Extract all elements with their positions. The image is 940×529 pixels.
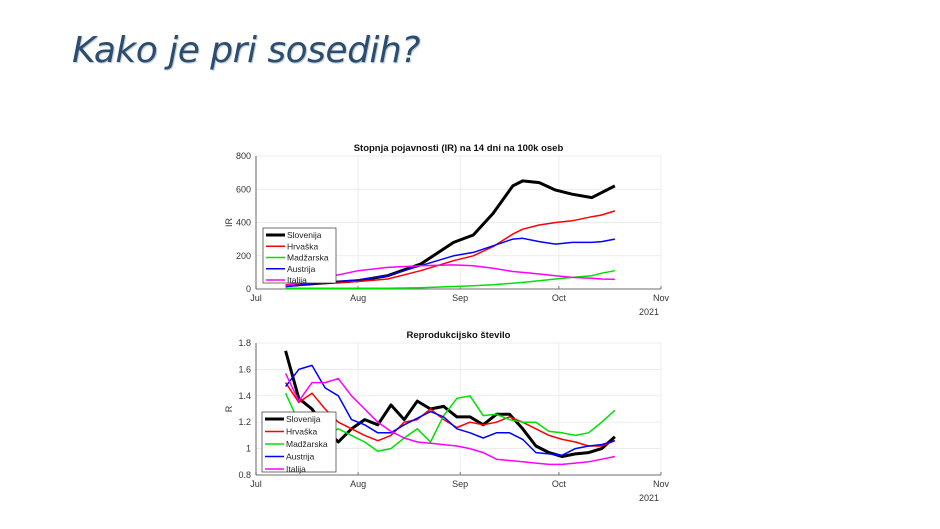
x-tick-label: Aug	[350, 293, 366, 303]
series-line-hrvaška	[285, 210, 616, 286]
year-label: 2021	[639, 493, 659, 503]
y-axis-label: IR	[224, 217, 234, 227]
y-tick-label: 1.8	[238, 338, 251, 348]
chart-title: Stopnja pojavnosti (IR) na 14 dni na 100…	[354, 143, 564, 154]
legend-label: Hrvaška	[286, 427, 317, 437]
y-tick-label: 200	[236, 251, 251, 261]
legend-label: Slovenija	[286, 414, 321, 424]
series-line-madžarska	[284, 392, 616, 452]
series-line-italija	[284, 373, 616, 466]
x-tick-label: Oct	[552, 293, 567, 303]
series-line-austrija	[285, 364, 616, 456]
chart-1: Jul Aug Sep Oct Nov 0 200 400 600 800 Stopnja poja…	[224, 143, 669, 317]
x-tick-label: Nov	[653, 479, 670, 489]
legend-box	[262, 227, 337, 284]
legend-label: Hrvaška	[287, 241, 318, 251]
x-tick-label: Oct	[552, 479, 567, 489]
y-tick-label: 400	[236, 218, 251, 228]
series-line-austrija	[285, 237, 616, 288]
legend-label: Slovenija	[287, 230, 322, 240]
x-tick-label: Jul	[250, 293, 262, 303]
x-tick-label: Sep	[452, 293, 468, 303]
y-tick-label: 600	[236, 184, 251, 194]
series-line-italija	[285, 264, 615, 287]
slide-title: Kako je pri sosedih?	[72, 30, 420, 71]
y-tick-label: 1.6	[238, 364, 251, 374]
year-label: 2021	[639, 307, 659, 317]
y-axis-label: R	[224, 405, 234, 412]
legend-label: Italija	[287, 275, 307, 285]
y-tick-label: 1	[246, 444, 251, 454]
y-tick-label: 1.4	[238, 391, 251, 401]
y-tick-label: 800	[236, 151, 251, 161]
y-tick-label: 1.2	[238, 417, 251, 427]
chart-2: Jul Aug Sep Oct Nov 0.8 1 1.2 1.4 1.6 1.8 Reprodukc…	[224, 330, 669, 503]
legend: Slovenija Hrvaška Madžarska Austrija Italija	[261, 411, 337, 474]
y-tick-label: 0	[246, 284, 251, 294]
series-line-slovenija	[284, 350, 616, 458]
x-tick-label: Nov	[653, 293, 670, 303]
chart-title: Reprodukcijsko število	[406, 330, 510, 341]
x-tick-label: Aug	[350, 479, 366, 489]
legend-label: Austrija	[286, 452, 315, 462]
legend-label: Madžarska	[287, 253, 329, 263]
y-tick-label: 0.8	[238, 470, 251, 480]
legend-label: Austrija	[287, 264, 316, 274]
x-tick-label: Sep	[452, 479, 468, 489]
series-line-madžarska	[285, 269, 616, 289]
legend-label: Madžarska	[286, 439, 328, 449]
x-tick-label: Jul	[250, 479, 262, 489]
legend-label: Italija	[286, 464, 306, 474]
legend-box	[261, 411, 337, 473]
